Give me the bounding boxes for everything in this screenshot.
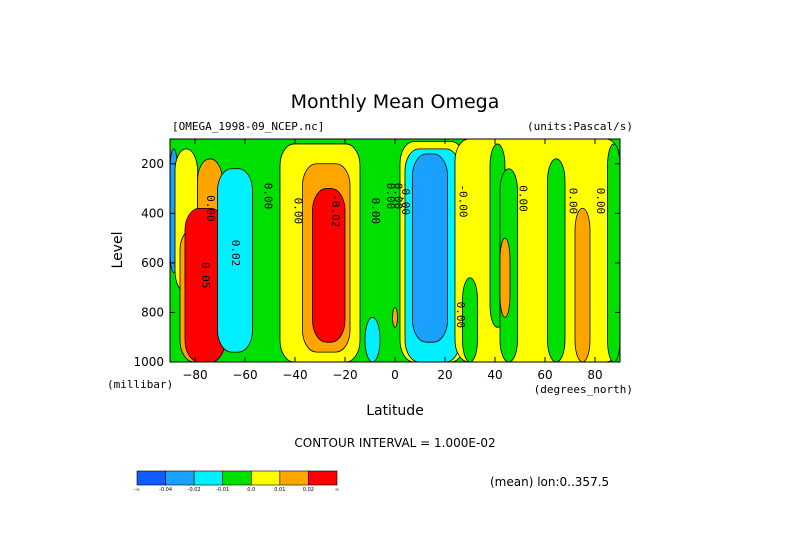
file-label: [OMEGA_1998-09_NCEP.nc] — [172, 120, 324, 133]
contour-label: 0.00 — [392, 183, 405, 210]
y-tick-label: 400 — [141, 206, 164, 220]
colorbar-swatch — [193, 470, 224, 486]
x-tick-label: −60 — [232, 368, 257, 382]
x-tick-label: −20 — [332, 368, 357, 382]
colorbar-label: ∞ — [335, 487, 339, 493]
x-tick-label: 0 — [391, 368, 399, 382]
y-axis-label: Level — [110, 232, 126, 269]
chart-title: Monthly Mean Omega — [291, 91, 500, 113]
colorbar-label: 0.01 — [274, 487, 285, 493]
contour-region — [364, 317, 381, 362]
x-tick-label: 80 — [587, 368, 602, 382]
contour-label: 0.02 — [229, 240, 242, 267]
x-tick-label: −80 — [182, 368, 207, 382]
y-tick-label: 200 — [141, 157, 164, 171]
colorbar-swatch — [250, 470, 281, 486]
contour-region — [217, 168, 253, 353]
contour-label: -0.00 — [399, 182, 412, 215]
plot-area — [170, 139, 620, 362]
contour-label: 0.00 — [384, 183, 397, 210]
colorbar-label: 0.02 — [303, 487, 314, 493]
contour-label: -0.00 — [457, 184, 470, 217]
contour-label: 0.00 — [454, 302, 467, 329]
contour-label: -0.02 — [329, 194, 342, 227]
y-tick-label: 800 — [141, 305, 164, 319]
x-axis-label: Latitude — [366, 403, 424, 419]
x-tick-label: −40 — [282, 368, 307, 382]
colorbar-swatch — [308, 470, 338, 486]
contour-fills — [170, 139, 620, 362]
contour-label: 0.00 — [204, 195, 217, 222]
contour-region — [462, 277, 478, 362]
contour-label: 0.00 — [567, 188, 580, 215]
colorbar-label: -0.01 — [216, 487, 229, 493]
colorbar-label: -0.02 — [188, 487, 201, 493]
contour-label: 0.00 — [292, 198, 305, 225]
axes: −80 −60 −40 −20 0 20 40 60 80 200 400 600 800 1000 — [133, 138, 621, 382]
y-axis-unit: (millibar) — [107, 378, 173, 391]
units-label: (units:Pascal/s) — [527, 120, 633, 133]
colorbar-swatch — [279, 470, 309, 486]
colorbar-label: -0.04 — [159, 487, 172, 493]
contour-label: 0.00 — [369, 198, 382, 225]
mean-text: (mean) lon:0..357.5 — [490, 475, 609, 489]
contour-region — [547, 158, 566, 362]
colorbar-swatch — [222, 470, 252, 486]
colorbar-label: -∞ — [134, 487, 140, 493]
contour-labels: 0.000.020.050.000.00 -0.02 0.000.000.00-0.… — [199, 182, 607, 328]
contour-label: 0.00 — [594, 188, 607, 215]
y-tick-label: 600 — [141, 256, 164, 270]
y-tick-label: 1000 — [133, 355, 164, 369]
contour-region — [392, 307, 398, 328]
contour-region — [412, 153, 448, 343]
contour-label: 0.05 — [199, 262, 212, 289]
x-tick-label: 20 — [437, 368, 452, 382]
contour-label: 0.00 — [262, 183, 275, 210]
contour-region — [499, 237, 511, 318]
colorbar-label: 0.0 — [247, 487, 255, 493]
colorbar-swatch — [165, 470, 195, 486]
contour-region — [312, 188, 346, 343]
contour-region — [607, 143, 620, 362]
colorbar: -∞ -0.04 -0.02 -0.01 0.0 0.01 0.02 ∞ — [134, 470, 339, 493]
contour-region — [574, 207, 591, 362]
x-axis-unit: (degrees_north) — [534, 383, 633, 396]
contour-label: 0.00 — [517, 185, 530, 212]
contour-interval-text: CONTOUR INTERVAL = 1.000E-02 — [294, 436, 495, 450]
contour-region — [454, 139, 620, 362]
colorbar-swatch — [136, 470, 166, 486]
x-tick-label: 40 — [487, 368, 502, 382]
x-tick-label: 60 — [537, 368, 552, 382]
